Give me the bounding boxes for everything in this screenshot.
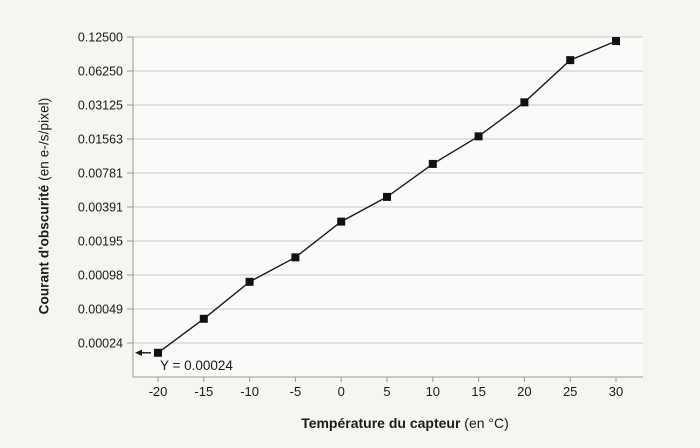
y-axis-title-unit: (en e-/s/pixel) xyxy=(36,97,52,185)
y-tick-label: 0.00781 xyxy=(78,167,123,181)
y-tick-label: 0.12500 xyxy=(78,31,123,45)
data-point-marker xyxy=(337,217,346,226)
x-tick-label: 10 xyxy=(426,384,440,399)
y-axis-title: Courant d'obscurité (en e-/s/pixel) xyxy=(37,98,52,315)
y-tick-label: 0.06250 xyxy=(78,65,123,79)
y-tick-label: 0.03125 xyxy=(78,99,123,113)
x-tick-label: -10 xyxy=(240,384,259,399)
data-point-marker xyxy=(199,314,208,323)
y-tick-label: 0.00195 xyxy=(78,235,123,249)
data-point-marker xyxy=(154,348,162,357)
data-point-marker xyxy=(291,253,300,262)
x-tick-label: 25 xyxy=(563,384,577,399)
x-tick-label: 20 xyxy=(517,384,531,399)
data-point-marker xyxy=(520,98,529,107)
y-tick-label: 0.00024 xyxy=(78,337,123,351)
annotation-arrow-head xyxy=(135,349,142,356)
data-point-marker xyxy=(383,192,391,201)
data-point-marker xyxy=(474,132,483,141)
y-tick-label: 0.01563 xyxy=(78,133,123,147)
x-tick-label: 0 xyxy=(338,384,345,399)
y-tick-label: 0.00049 xyxy=(78,303,123,317)
x-tick-label: -15 xyxy=(194,384,213,399)
y-tick-label: 0.00098 xyxy=(78,269,123,283)
x-tick-label: 30 xyxy=(609,384,623,399)
y-axis-title-main: Courant d'obscurité xyxy=(36,184,52,315)
min-value-annotation: Y = 0.00024 xyxy=(160,358,233,373)
x-axis-title: Température du capteur (en °C) xyxy=(301,415,509,431)
data-point-marker xyxy=(245,277,254,286)
x-tick-label: -5 xyxy=(290,384,302,399)
data-point-marker xyxy=(428,159,437,168)
x-tick-label: 5 xyxy=(383,384,390,399)
data-point-marker xyxy=(566,56,575,65)
x-tick-label: 15 xyxy=(471,384,485,399)
x-tick-label: -20 xyxy=(149,384,168,399)
x-axis-title-main: Température du capteur xyxy=(301,415,461,431)
data-point-marker xyxy=(612,37,620,46)
y-tick-label: 0.00391 xyxy=(78,201,123,215)
x-axis-title-unit: (en °C) xyxy=(460,415,509,431)
